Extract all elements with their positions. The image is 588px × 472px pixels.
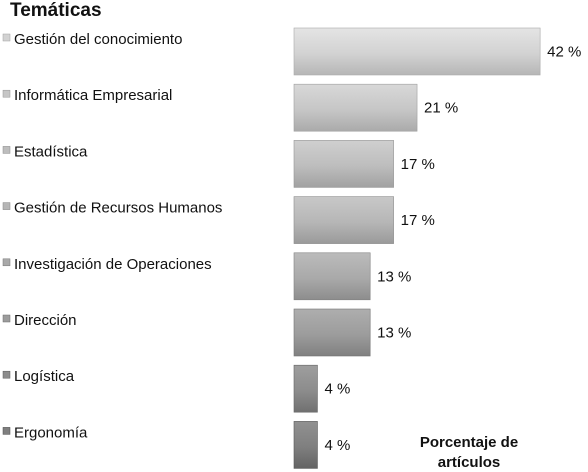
bar [293, 308, 371, 357]
legend-marker [2, 33, 11, 42]
value-label: 17 % [401, 212, 435, 229]
category-label: Investigación de Operaciones [14, 256, 212, 273]
value-label: 4 % [324, 381, 350, 398]
bar [293, 140, 394, 188]
legend-title: Temáticas [10, 0, 102, 21]
bar [293, 364, 318, 413]
value-label: 21 % [424, 100, 458, 117]
category-label: Ergonomía [14, 424, 88, 441]
legend-marker [2, 89, 11, 98]
bar [293, 83, 418, 132]
category-label: Dirección [14, 312, 77, 329]
category-label: Logística [14, 368, 75, 385]
category-label: Gestión de Recursos Humanos [14, 200, 222, 217]
category-label: Estadística [14, 143, 88, 160]
category-list: Gestión del conocimiento Informática Empr… [2, 31, 222, 441]
value-label: 42 % [547, 44, 581, 61]
value-label: 4 % [324, 437, 350, 454]
legend-marker [2, 202, 11, 210]
value-label-group: 42 % 21 % 17 % 17 % 13 % 13 % 4 % 4 % [324, 44, 581, 454]
value-label: 17 % [401, 156, 435, 173]
legend-marker [2, 146, 11, 154]
bar [293, 196, 394, 244]
bar [293, 27, 541, 76]
bar-group [293, 27, 541, 469]
legend-marker [2, 427, 11, 435]
legend-marker [2, 370, 11, 379]
bar [293, 252, 371, 301]
x-axis-label: Porcentaje de artículos [420, 434, 518, 471]
category-label: Gestión del conocimiento [14, 31, 182, 48]
legend-marker [2, 314, 11, 323]
value-label: 13 % [377, 268, 411, 285]
value-label: 13 % [377, 325, 411, 342]
bar [293, 421, 318, 469]
category-label: Informática Empresarial [14, 87, 172, 104]
legend-marker [2, 258, 11, 267]
